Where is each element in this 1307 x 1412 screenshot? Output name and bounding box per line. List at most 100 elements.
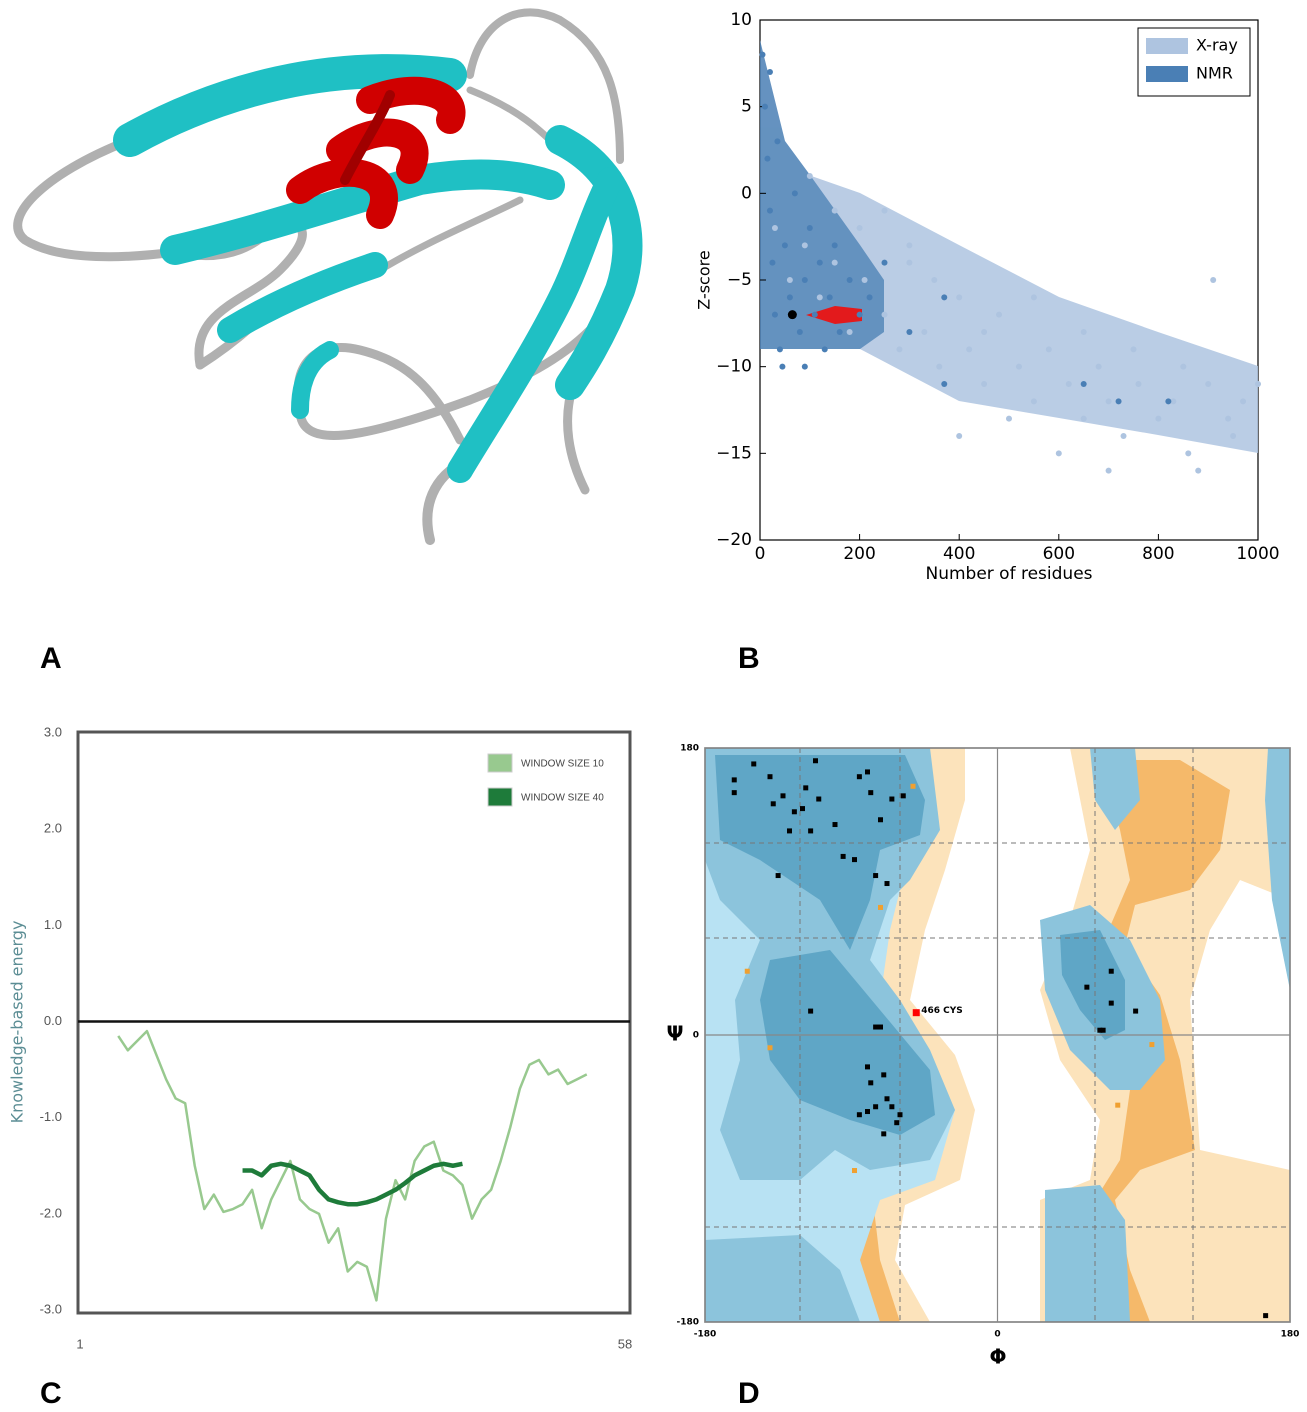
point xyxy=(826,294,833,301)
point xyxy=(881,311,888,318)
point xyxy=(808,1008,814,1014)
point xyxy=(840,853,846,859)
x-tick-label: 0 xyxy=(994,1330,1000,1340)
point xyxy=(836,329,843,335)
point xyxy=(1263,1313,1269,1319)
point xyxy=(1045,346,1052,353)
shape xyxy=(291,341,339,419)
point xyxy=(806,173,813,179)
point xyxy=(1255,381,1261,387)
point xyxy=(852,1168,857,1174)
highlight-point xyxy=(787,310,797,320)
shape xyxy=(715,755,925,950)
point xyxy=(776,346,783,353)
y-axis-label: Ψ xyxy=(667,1022,684,1046)
point xyxy=(1130,346,1137,353)
point xyxy=(1105,398,1112,405)
point xyxy=(956,294,963,301)
point xyxy=(816,796,822,802)
point xyxy=(856,311,863,318)
highlight-point xyxy=(912,1009,920,1017)
shape xyxy=(1090,748,1140,830)
point xyxy=(894,1120,900,1126)
point xyxy=(766,69,773,75)
point xyxy=(868,790,874,796)
point xyxy=(800,806,805,812)
y-tick-label: -3.0 xyxy=(40,1301,62,1316)
point xyxy=(846,277,853,283)
point xyxy=(906,259,913,266)
point xyxy=(1095,363,1102,370)
y-tick-label: -1.0 xyxy=(40,1109,62,1124)
x-tick-label: 400 xyxy=(943,544,975,564)
y-tick-label: −15 xyxy=(716,443,752,463)
point xyxy=(1015,363,1022,370)
y-tick-label: −20 xyxy=(716,530,752,550)
legend-label: WINDOW SIZE 10 xyxy=(521,759,604,770)
point xyxy=(769,259,776,266)
shape xyxy=(326,118,429,184)
point xyxy=(941,381,948,387)
point xyxy=(796,329,803,335)
point xyxy=(865,1064,870,1070)
point xyxy=(1120,433,1127,439)
point xyxy=(910,783,916,789)
shape xyxy=(1060,930,1125,1040)
point xyxy=(1108,968,1114,974)
point xyxy=(981,381,988,387)
y-tick-label: 3.0 xyxy=(44,724,62,739)
shape xyxy=(466,8,624,164)
y-tick-label: -180 xyxy=(676,1318,699,1328)
legend-label: WINDOW SIZE 40 xyxy=(521,793,604,804)
point xyxy=(821,346,828,353)
point xyxy=(731,777,737,783)
point xyxy=(759,51,766,58)
point xyxy=(1055,450,1062,457)
point xyxy=(761,103,768,110)
point xyxy=(1115,1102,1121,1108)
point xyxy=(981,329,988,335)
shape xyxy=(286,158,398,229)
shape xyxy=(760,40,884,349)
point xyxy=(779,363,786,370)
point xyxy=(803,785,809,791)
point xyxy=(1210,277,1217,283)
point xyxy=(1135,381,1142,387)
legend-swatch xyxy=(487,787,513,807)
point xyxy=(852,857,857,863)
shape xyxy=(545,125,643,400)
panel-label: D xyxy=(738,1377,760,1410)
point xyxy=(878,817,883,823)
point xyxy=(806,225,813,231)
point xyxy=(966,346,973,353)
x-axis-label: Number of residues xyxy=(925,564,1092,584)
shape xyxy=(760,950,935,1135)
point xyxy=(873,1104,879,1110)
series-line xyxy=(242,1161,463,1207)
shape xyxy=(13,135,180,262)
point xyxy=(781,242,788,249)
legend-label: NMR xyxy=(1196,64,1233,83)
shape xyxy=(376,196,524,274)
y-tick-label: 2.0 xyxy=(44,821,62,836)
point xyxy=(770,801,776,807)
shape xyxy=(295,325,595,440)
point xyxy=(884,1096,890,1102)
point xyxy=(921,329,928,335)
legend-box xyxy=(1137,27,1251,97)
point xyxy=(1185,450,1192,457)
point xyxy=(865,1109,870,1115)
shape xyxy=(340,90,395,185)
point xyxy=(1170,398,1177,405)
point xyxy=(831,242,838,249)
point xyxy=(786,294,793,301)
point xyxy=(780,793,786,799)
point xyxy=(801,242,808,249)
point xyxy=(1105,467,1112,474)
point xyxy=(1155,415,1162,422)
point xyxy=(767,774,773,780)
point xyxy=(786,277,793,283)
point xyxy=(831,259,838,266)
point xyxy=(816,294,823,301)
